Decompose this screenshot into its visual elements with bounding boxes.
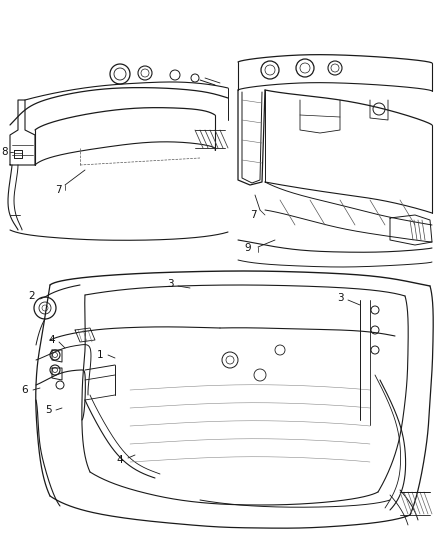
Text: 2: 2 [28, 291, 35, 301]
Text: 1: 1 [97, 350, 103, 360]
Text: 7: 7 [55, 185, 61, 195]
Text: 3: 3 [337, 293, 343, 303]
Text: 3: 3 [167, 279, 173, 289]
Text: 4: 4 [49, 335, 55, 345]
Text: 9: 9 [245, 243, 251, 253]
Text: 4: 4 [117, 455, 124, 465]
Text: 5: 5 [45, 405, 51, 415]
Text: 8: 8 [2, 147, 8, 157]
Text: 7: 7 [250, 210, 256, 220]
Text: 6: 6 [22, 385, 28, 395]
